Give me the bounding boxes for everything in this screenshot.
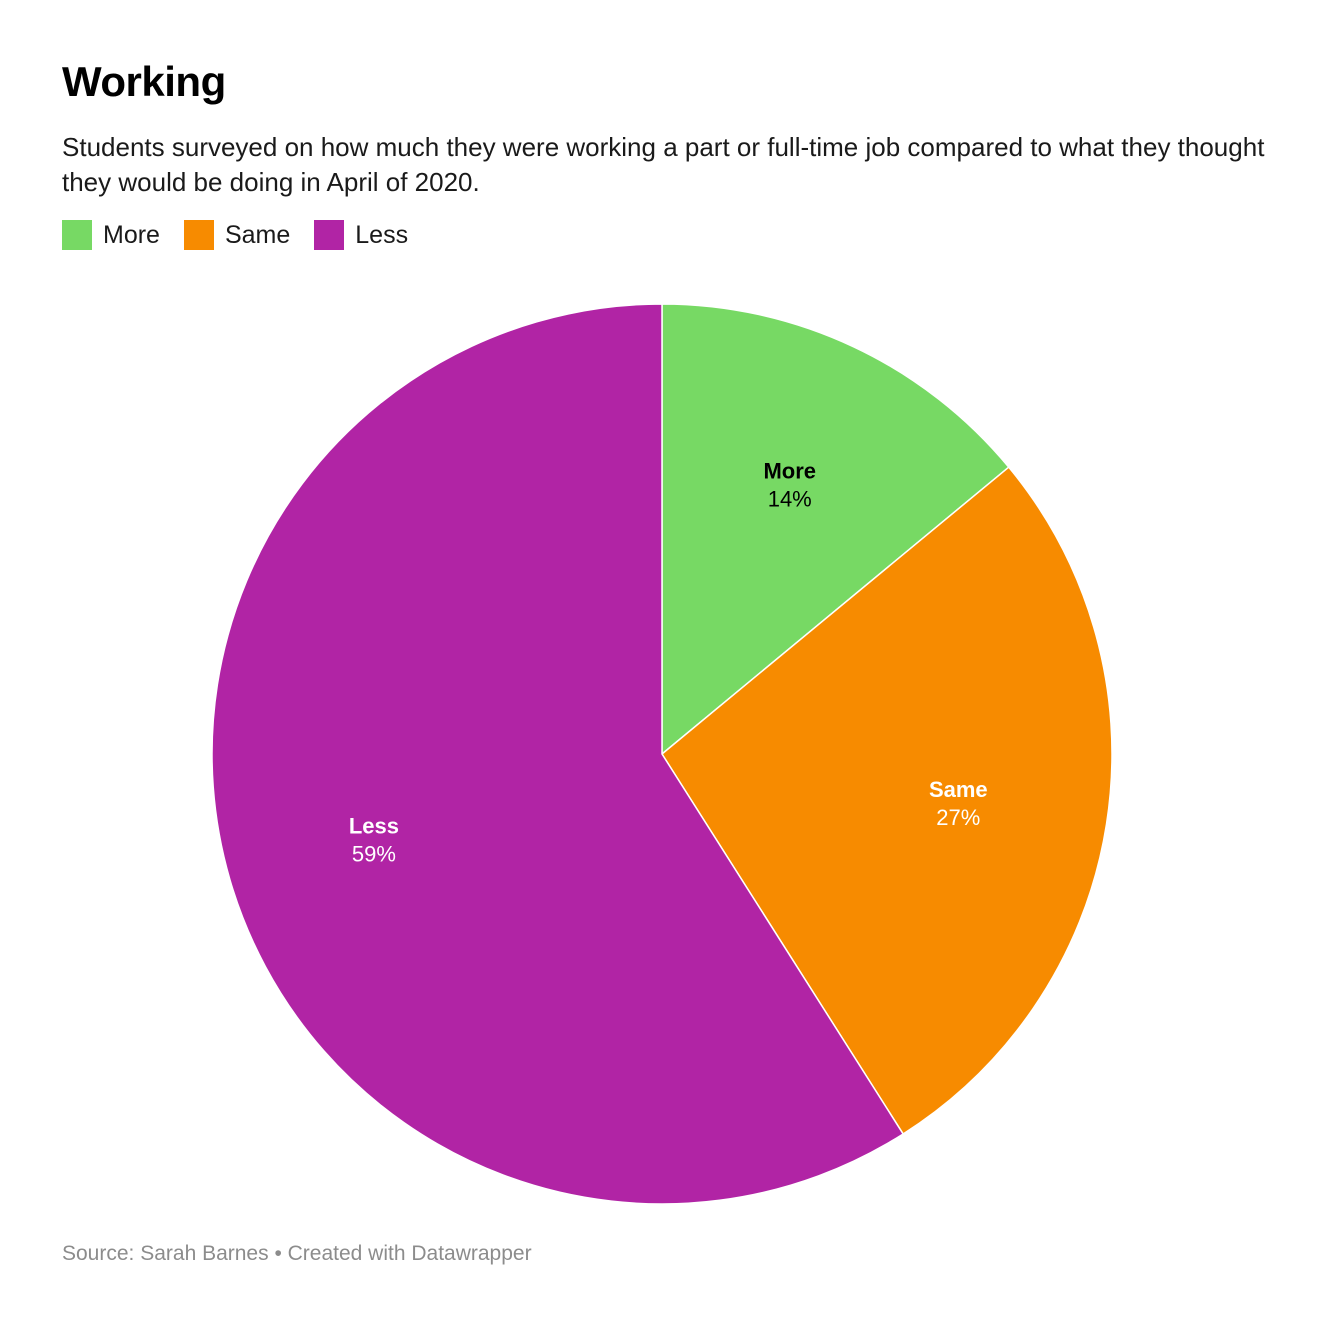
slice-value-more: 14% bbox=[768, 487, 812, 512]
legend-swatch-less bbox=[314, 220, 345, 250]
legend-item-more: More bbox=[62, 220, 160, 250]
slice-value-less: 59% bbox=[352, 842, 396, 867]
slice-label-more: More bbox=[763, 459, 816, 484]
legend-item-same: Same bbox=[183, 220, 291, 250]
source-credit: Source: Sarah Barnes • Created with Data… bbox=[62, 1242, 532, 1265]
pie-slice-less bbox=[211, 303, 905, 1205]
pie-slice-same bbox=[661, 466, 1113, 1135]
slice-label-less: Less bbox=[349, 814, 399, 839]
legend-swatch-more bbox=[62, 220, 92, 250]
chart-title: Working bbox=[62, 58, 226, 105]
legend-label-same: Same bbox=[224, 220, 291, 249]
legend-label-more: More bbox=[103, 220, 160, 249]
slice-value-same: 27% bbox=[936, 805, 980, 830]
slice-label-same: Same bbox=[929, 777, 988, 802]
legend-label-less: Less bbox=[355, 220, 409, 249]
legend: More Same Less bbox=[62, 219, 432, 251]
pie-slice-more bbox=[661, 303, 1010, 756]
legend-item-less: Less bbox=[314, 220, 408, 250]
legend-swatch-same bbox=[183, 220, 214, 250]
chart-subtitle: Students surveyed on how much they were … bbox=[62, 132, 1265, 197]
